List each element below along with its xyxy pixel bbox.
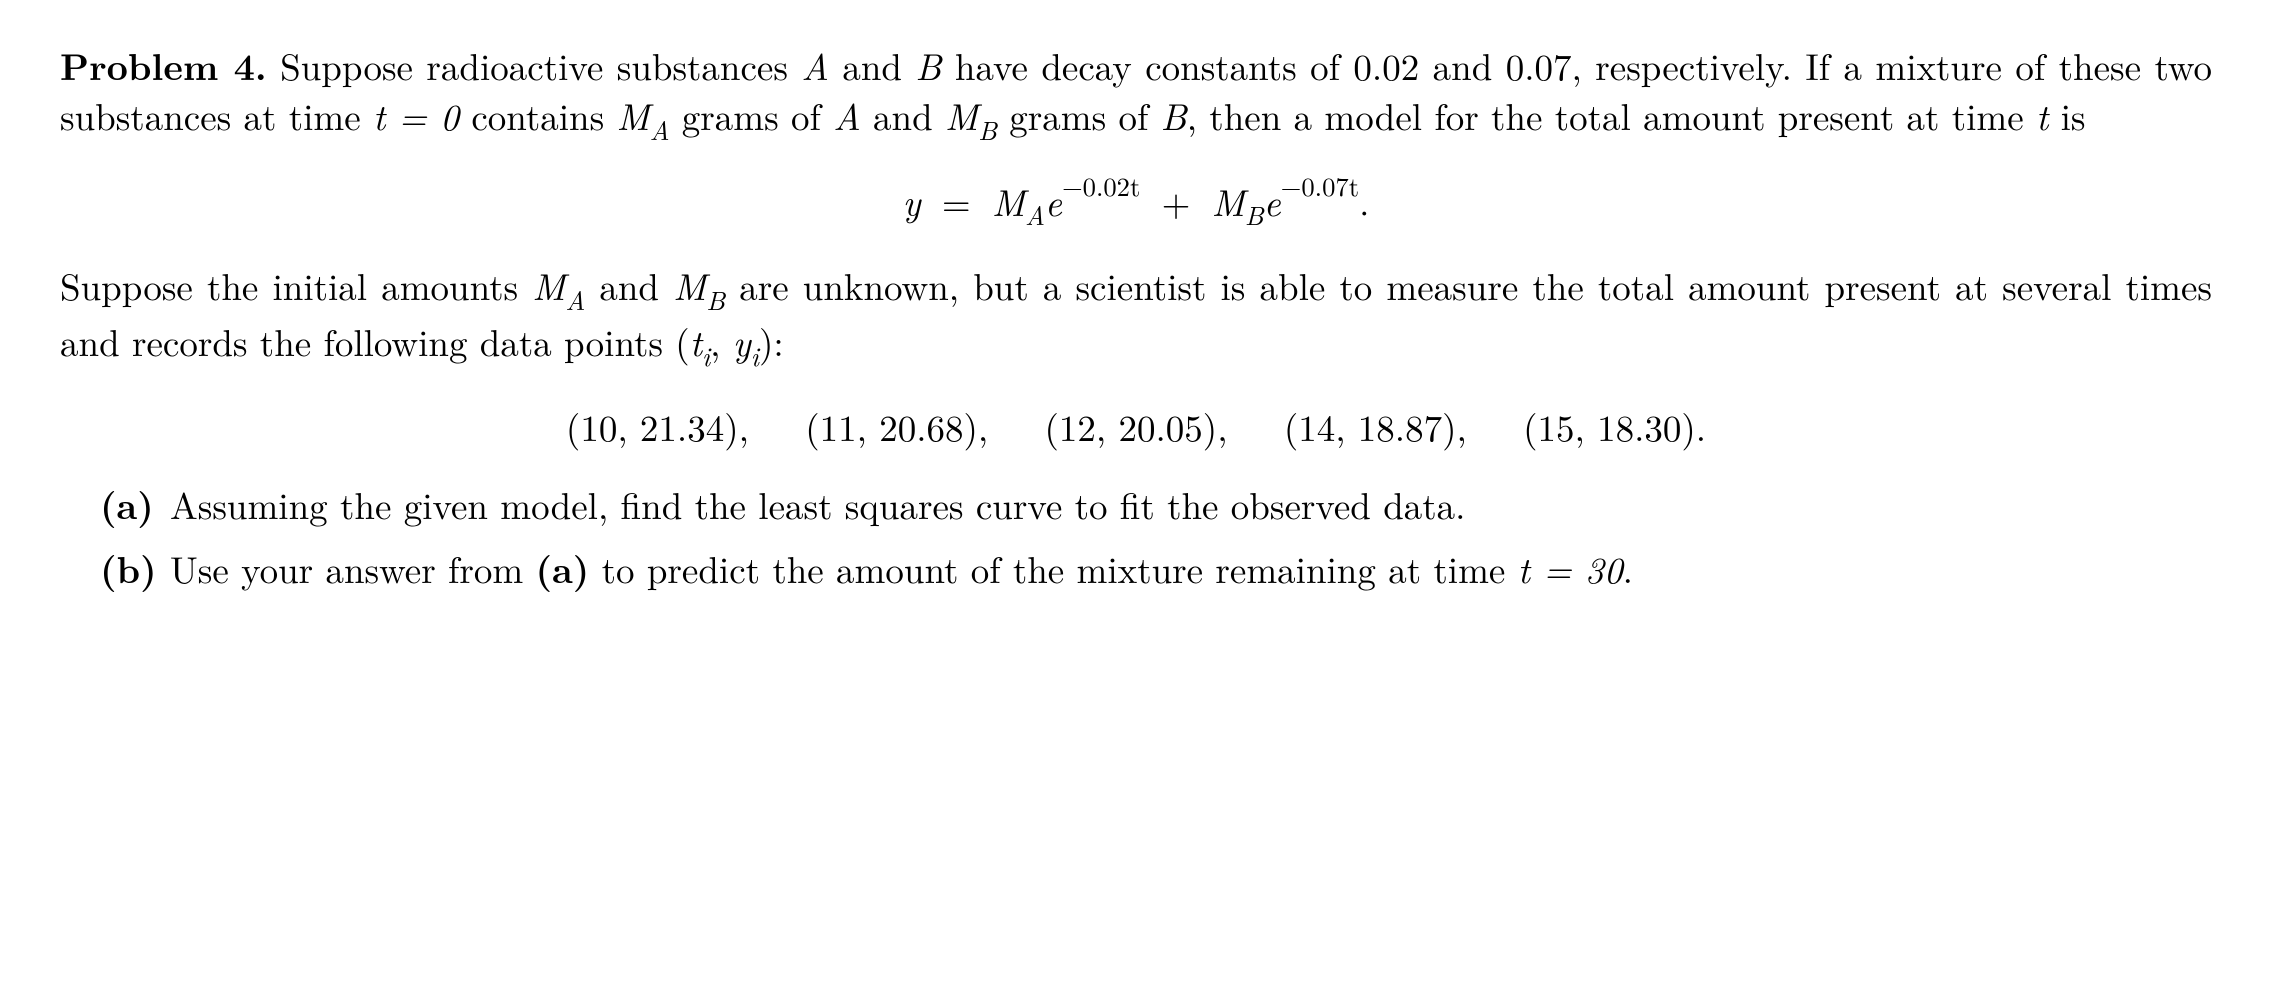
- var-B: B: [915, 38, 941, 91]
- problem-label: Problem 4.: [60, 38, 267, 91]
- part-a-ref: (a): [536, 541, 590, 594]
- var-A: A: [801, 38, 829, 91]
- t-eq-30: t = 30: [1518, 541, 1623, 594]
- text: , then a model for the total amount pres…: [1187, 88, 2036, 141]
- eq-sign: =: [942, 174, 971, 227]
- text: and: [861, 88, 945, 141]
- data-point: (10, 21.34),: [566, 399, 749, 452]
- text: and: [829, 38, 916, 91]
- text: is: [2048, 88, 2085, 141]
- parts-list: (a) Assuming the given model, find the l…: [100, 479, 2212, 593]
- data-point: (15, 18.30).: [1523, 399, 1706, 452]
- part-a-text: Assuming the given model, find the least…: [170, 479, 2212, 529]
- part-b-label: (b): [100, 543, 170, 593]
- eq-term2: MBe−0.07t: [1212, 174, 1359, 227]
- text: Suppose radioactive substances: [280, 38, 801, 91]
- part-b: (b) Use your answer from (a) to predict …: [100, 543, 2212, 593]
- part-a-label: (a): [100, 479, 170, 529]
- model-equation: y = MAe−0.02t + MBe−0.07t.: [60, 174, 2212, 232]
- part-a: (a) Assuming the given model, find the l…: [100, 479, 2212, 529]
- data-point: (12, 20.05),: [1045, 399, 1228, 452]
- text: and: [585, 258, 673, 311]
- var-B: B: [1161, 88, 1187, 141]
- data-point: (11, 20.68),: [805, 399, 988, 452]
- text: grams of: [997, 88, 1161, 141]
- text: have decay constants of: [941, 38, 1353, 91]
- eq-plus: +: [1162, 174, 1191, 227]
- problem-statement: Problem 4. Suppose radioactive substance…: [60, 40, 2212, 146]
- page: Problem 4. Suppose radioactive substance…: [0, 0, 2272, 640]
- decay-A: 0.02: [1353, 38, 1419, 91]
- text: Suppose the initial amounts: [60, 258, 532, 311]
- eq-lhs: y: [903, 174, 921, 227]
- var-t: t: [2036, 88, 2048, 141]
- part-b-text: Use your answer from (a) to predict the …: [170, 543, 2212, 593]
- problem-para2: Suppose the initial amounts MA and MB ar…: [60, 260, 2212, 373]
- var-MA: MA: [532, 258, 585, 311]
- var-A: A: [833, 88, 861, 141]
- var-MA: MA: [616, 88, 669, 141]
- var-MB: MB: [673, 258, 725, 311]
- decay-B: 0.07: [1506, 38, 1572, 91]
- pair-ti-yi: (ti, yi):: [675, 314, 783, 367]
- text: grams of: [669, 88, 833, 141]
- var-MB: MB: [945, 88, 997, 141]
- data-point: (14, 18.87),: [1284, 399, 1467, 452]
- data-points: (10, 21.34), (11, 20.68), (12, 20.05), (…: [60, 401, 2212, 451]
- t-eq-0: t = 0: [373, 88, 459, 141]
- text: contains: [459, 88, 616, 141]
- text: and: [1419, 38, 1506, 91]
- eq-period: .: [1359, 174, 1369, 227]
- eq-term1: MAe−0.02t: [992, 174, 1140, 227]
